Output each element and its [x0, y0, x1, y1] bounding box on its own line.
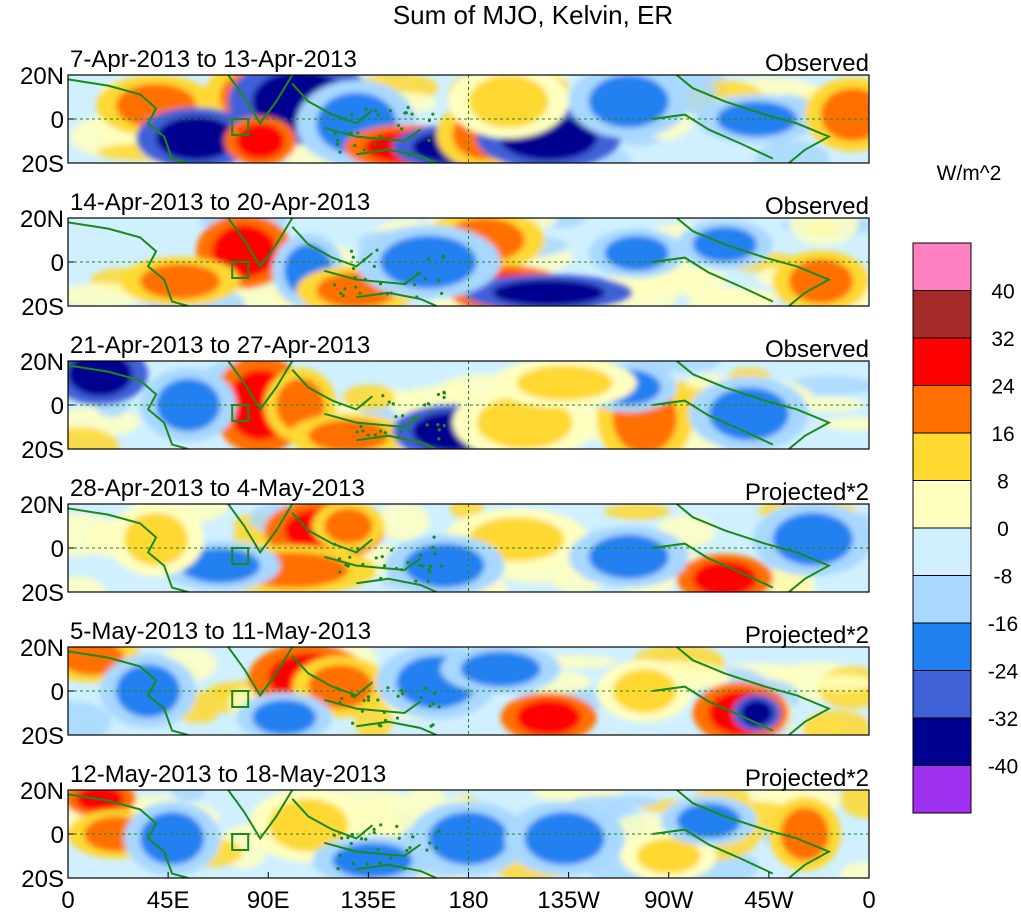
colorbar-swatch: [912, 527, 972, 576]
panel-label: Projected*2: [745, 765, 869, 792]
latitude-label: 20N: [20, 206, 64, 233]
colorbar-swatch: [912, 242, 972, 291]
colorbar-label: 16: [991, 423, 1014, 446]
colorbar: W/m^2 40 32 24 16 8 0 -8 -16 -24 -32 -40: [912, 162, 1019, 814]
panel-date-range: 14-Apr-2013 to 20-Apr-2013: [70, 189, 370, 216]
latitude-label: 20S: [21, 723, 64, 750]
map-panel: 5-May-2013 to 11-May-2013 Projected*2 20N 0…: [20, 618, 870, 750]
colorbar-swatch: [912, 480, 972, 529]
colorbar-label: 32: [991, 328, 1014, 351]
map-panel: 12-May-2013 to 18-May-2013 Projected*2 20N…: [20, 761, 870, 893]
latitude-label: 0: [51, 679, 64, 706]
latitude-label: 0: [51, 822, 64, 849]
longitude-label: 180: [448, 887, 488, 914]
map-panel: 28-Apr-2013 to 4-May-2013 Projected*2 20N 0…: [20, 475, 870, 607]
longitude-label: 0: [61, 887, 74, 914]
latitude-label: 20N: [20, 492, 64, 519]
colorbar-swatch: [912, 717, 972, 766]
longitude-label: 0: [862, 887, 875, 914]
latitude-label: 20S: [21, 580, 64, 607]
colorbar-unit: W/m^2: [937, 162, 1002, 185]
figure-title: Sum of MJO, Kelvin, ER: [393, 0, 673, 30]
latitude-label: 0: [51, 393, 64, 420]
colorbar-label: 0: [997, 518, 1009, 541]
colorbar-swatch: [912, 575, 972, 624]
map-panel: 7-Apr-2013 to 13-Apr-2013 Observed 20N 0 20S: [20, 46, 870, 178]
latitude-label: 20S: [21, 866, 64, 893]
longitude-label: 45E: [147, 887, 190, 914]
longitude-label: 135W: [537, 887, 600, 914]
latitude-label: 20N: [20, 63, 64, 90]
panel-date-range: 5-May-2013 to 11-May-2013: [70, 618, 371, 645]
longitude-axis: 0 45E 90E 135E 180 135W 90W 45W 0: [61, 872, 876, 914]
colorbar-swatch: [912, 290, 972, 339]
colorbar-swatch: [912, 385, 972, 434]
map-panel: 21-Apr-2013 to 27-Apr-2013 Observed 20N 0 20…: [20, 332, 870, 464]
map-panel: 14-Apr-2013 to 20-Apr-2013 Observed 20N 0 20…: [20, 189, 870, 321]
latitude-label: 20S: [21, 151, 64, 178]
colorbar-swatch: [912, 622, 972, 671]
panel-label: Projected*2: [745, 479, 869, 506]
colorbar-label: -32: [988, 708, 1018, 731]
longitude-label: 90E: [247, 887, 290, 914]
colorbar-label: -8: [994, 566, 1013, 589]
colorbar-swatch: [912, 765, 972, 814]
panel-label: Observed: [765, 50, 869, 77]
panel-label: Observed: [765, 193, 869, 220]
colorbar-label: -24: [988, 661, 1019, 684]
latitude-label: 20S: [21, 294, 64, 321]
longitude-label: 135E: [340, 887, 396, 914]
colorbar-label: 40: [991, 281, 1014, 304]
latitude-label: 0: [51, 536, 64, 563]
longitude-label: 45W: [744, 887, 794, 914]
colorbar-swatch: [912, 432, 972, 481]
panel-date-range: 21-Apr-2013 to 27-Apr-2013: [70, 332, 370, 359]
colorbar-swatch: [912, 337, 972, 386]
panel-label: Projected*2: [745, 622, 869, 649]
longitude-label: 90W: [644, 887, 694, 914]
panel-label: Observed: [765, 336, 869, 363]
panels: 7-Apr-2013 to 13-Apr-2013 Observed 20N 0 20S…: [20, 46, 870, 893]
latitude-label: 0: [51, 107, 64, 134]
latitude-label: 0: [51, 250, 64, 277]
latitude-label: 20N: [20, 778, 64, 805]
colorbar-label: 24: [991, 376, 1015, 399]
panel-date-range: 7-Apr-2013 to 13-Apr-2013: [70, 46, 357, 73]
colorbar-label: 8: [997, 471, 1009, 494]
panel-date-range: 12-May-2013 to 18-May-2013: [70, 761, 386, 788]
latitude-label: 20S: [21, 437, 64, 464]
colorbar-label: -16: [988, 613, 1018, 636]
panel-date-range: 28-Apr-2013 to 4-May-2013: [70, 475, 365, 502]
latitude-label: 20N: [20, 635, 64, 662]
latitude-label: 20N: [20, 349, 64, 376]
colorbar-label: -40: [988, 756, 1018, 779]
colorbar-swatch: [912, 670, 972, 719]
